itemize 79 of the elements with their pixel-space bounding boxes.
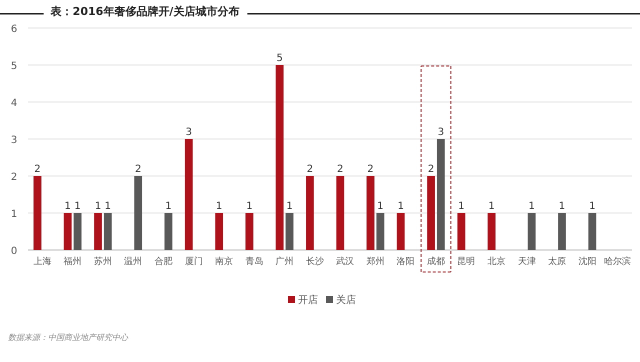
y-tick-label: 5: [10, 61, 18, 72]
bar: [134, 176, 142, 250]
data-label: 1: [528, 201, 535, 212]
data-label: 1: [246, 201, 253, 212]
x-tick-label: 上海: [33, 256, 52, 267]
y-tick-label: 1: [10, 209, 18, 220]
bar: [34, 176, 42, 250]
data-label: 5: [276, 53, 283, 64]
bar: [376, 213, 384, 250]
bar: [64, 213, 72, 250]
bar: [104, 213, 112, 250]
data-label: 1: [64, 201, 71, 212]
x-tick-label: 南京: [215, 256, 234, 267]
data-label: 2: [337, 164, 344, 175]
source-note: 数据来源：中国商业地产研究中心: [8, 333, 129, 342]
bar: [184, 139, 193, 250]
x-tick-label: 太原: [548, 256, 566, 267]
data-label: 2: [134, 164, 142, 175]
x-tick-label: 青岛: [245, 256, 264, 267]
data-label: 3: [186, 127, 192, 138]
y-tick-label: 3: [10, 135, 18, 146]
data-label: 1: [377, 201, 384, 212]
x-tick-label: 合肥: [154, 256, 172, 267]
data-label: 2: [428, 164, 434, 175]
data-label: 2: [34, 164, 41, 175]
data-label: 1: [216, 201, 222, 212]
x-tick-label: 沈阳: [578, 256, 596, 267]
legend-label: 关店: [336, 294, 356, 306]
x-tick-label: 广州: [276, 256, 294, 267]
bar: [276, 65, 284, 250]
bar: [215, 213, 224, 250]
data-label: 1: [74, 201, 81, 212]
bar: [306, 176, 314, 250]
x-tick-label: 哈尔滨: [604, 256, 632, 267]
data-label: 1: [286, 201, 293, 212]
x-tick-label: 洛阳: [396, 256, 415, 267]
x-tick-label: 长沙: [306, 256, 324, 267]
bar: [396, 213, 405, 250]
data-label: 1: [398, 201, 404, 212]
legend-label: 开店: [298, 294, 318, 306]
data-label: 1: [94, 201, 102, 212]
x-tick-label: 成都: [426, 256, 445, 267]
x-tick-label: 北京: [488, 256, 506, 267]
bar: [336, 176, 344, 250]
data-label: 1: [488, 201, 495, 212]
bar: [528, 213, 536, 250]
x-tick-label: 温州: [124, 256, 142, 267]
y-tick-label: 4: [10, 98, 18, 109]
bar: [436, 139, 445, 250]
bar: [286, 213, 294, 250]
bar: [366, 176, 374, 250]
data-label: 1: [558, 201, 566, 212]
x-tick-label: 厦门: [184, 256, 203, 267]
bar: [427, 176, 435, 250]
bar: [588, 213, 596, 250]
y-tick-label: 2: [10, 172, 18, 183]
bar: [94, 213, 102, 250]
bar: [488, 213, 496, 250]
data-label: 1: [104, 201, 112, 212]
data-label: 2: [367, 164, 374, 175]
bar: [164, 213, 172, 250]
x-tick-label: 郑州: [366, 256, 384, 267]
y-tick-label: 6: [10, 24, 18, 35]
bar: [457, 213, 466, 250]
bar: [558, 213, 566, 250]
data-label: 1: [589, 201, 596, 212]
y-tick-label: 0: [10, 246, 18, 257]
data-label: 2: [306, 164, 314, 175]
data-label: 1: [165, 201, 172, 212]
bar: [245, 213, 254, 250]
x-tick-label: 福州: [64, 256, 82, 267]
x-tick-label: 昆明: [457, 256, 476, 267]
bar: [74, 213, 82, 250]
x-tick-label: 天津: [518, 256, 536, 267]
chart-title: 表：2016年奢侈品牌开/关店城市分布: [50, 5, 240, 18]
data-label: 1: [458, 201, 465, 212]
x-tick-label: 武汉: [336, 256, 354, 267]
data-label: 3: [438, 127, 444, 138]
x-tick-label: 苏州: [94, 256, 112, 267]
